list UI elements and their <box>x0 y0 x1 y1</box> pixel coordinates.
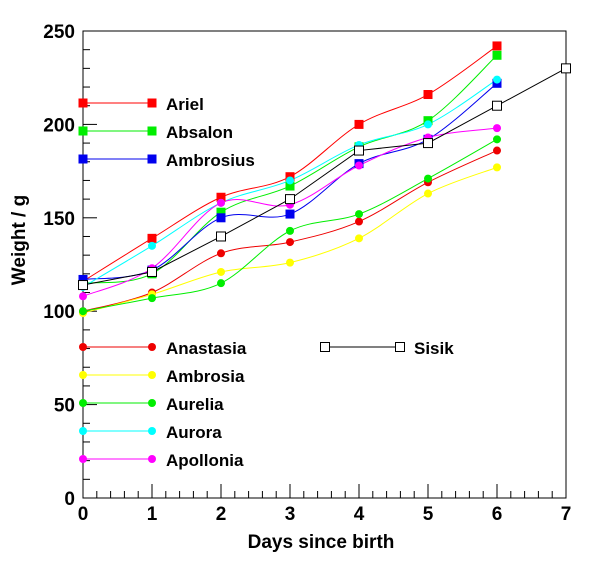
y-axis-label: Weight / g <box>9 195 30 285</box>
data-point-apollonia <box>79 292 87 301</box>
data-point-sisik <box>561 63 571 74</box>
x-tick-label: 0 <box>78 504 89 525</box>
legend-marker-apollonia <box>79 455 87 463</box>
y-tick-label: 200 <box>43 115 75 136</box>
y-tick-label: 150 <box>43 209 75 230</box>
x-axis: 0 1 2 3 4 5 6 7 <box>78 484 572 525</box>
legend-marker-aurora <box>79 427 87 435</box>
legend-marker-absalon <box>78 126 88 136</box>
plot-frame <box>82 30 567 499</box>
data-point-ambrosia <box>493 163 501 172</box>
data-point-aurelia <box>286 226 294 235</box>
legend-label-ambrosia: Ambrosia <box>166 367 245 386</box>
data-point-absalon <box>216 207 226 217</box>
data-point-ambrosius <box>285 209 295 219</box>
data-point-sisik <box>147 266 157 277</box>
y-axis: 0 50 100 150 200 250 <box>43 22 97 510</box>
data-point-ambrosia <box>355 234 363 243</box>
data-point-ariel <box>147 233 157 243</box>
data-point-ambrosius <box>216 213 226 223</box>
data-point-sisik <box>285 194 295 205</box>
legend-marker-aurelia <box>148 399 156 407</box>
data-point-anastasia <box>217 249 225 258</box>
data-point-aurelia <box>355 210 363 219</box>
legend-label-absalon: Absalon <box>166 123 233 142</box>
legend-label-apollonia: Apollonia <box>166 451 244 470</box>
y-tick-label: 0 <box>64 489 75 510</box>
data-point-aurelia <box>424 174 432 183</box>
data-point-aurelia <box>148 294 156 303</box>
legend-marker-anastasia <box>148 343 156 351</box>
x-axis-label: Days since birth <box>248 532 395 553</box>
data-point-aurelia <box>493 135 501 144</box>
legend-label-sisik: Sisik <box>414 339 454 358</box>
data-point-anastasia <box>355 217 363 226</box>
x-tick-label: 6 <box>492 504 503 525</box>
y-tick-label: 50 <box>54 396 75 417</box>
data-point-aurora <box>148 241 156 250</box>
data-point-absalon <box>492 50 502 60</box>
legend-marker-sisik <box>320 342 330 352</box>
x-tick-label: 7 <box>561 504 572 525</box>
data-point-sisik <box>354 145 364 156</box>
legend-marker-ambrosia <box>148 371 156 379</box>
x-tick-label: 4 <box>354 504 365 525</box>
legend-marker-aurelia <box>79 399 87 407</box>
legend-marker-ariel <box>147 98 157 108</box>
data-point-ariel <box>492 41 502 51</box>
data-point-apollonia <box>493 124 501 133</box>
legend-label-ambrosius: Ambrosius <box>166 151 255 170</box>
data-point-aurora <box>493 75 501 84</box>
data-point-sisik <box>78 280 88 291</box>
series-line-sisik <box>82 67 567 286</box>
legend-marker-aurora <box>148 427 156 435</box>
data-point-ambrosia <box>286 258 294 267</box>
data-point-sisik <box>423 138 433 149</box>
legend: Ariel Absalon Ambrosius Anastasia Ambrosia Au… <box>78 95 454 470</box>
legend-marker-apollonia <box>148 455 156 463</box>
legend-marker-sisik <box>395 342 405 352</box>
series-line-aurelia <box>82 138 498 312</box>
series-line-absalon <box>82 54 498 284</box>
legend-marker-ariel <box>78 98 88 108</box>
legend-label-anastasia: Anastasia <box>166 339 247 358</box>
data-point-ambrosia <box>424 189 432 198</box>
data-point-apollonia <box>355 161 363 170</box>
legend-marker-ambrosius <box>147 154 157 164</box>
data-point-sisik <box>492 100 502 111</box>
legend-marker-ambrosius <box>78 154 88 164</box>
y-tick-label: 100 <box>43 302 75 323</box>
legend-marker-anastasia <box>79 343 87 351</box>
legend-label-aurelia: Aurelia <box>166 395 224 414</box>
legend-label-ariel: Ariel <box>166 95 204 114</box>
data-point-ambrosius <box>78 274 88 284</box>
data-point-anastasia <box>493 146 501 155</box>
x-tick-label: 2 <box>216 504 227 525</box>
data-point-sisik <box>216 231 226 242</box>
data-point-aurelia <box>217 279 225 288</box>
series-markers <box>78 41 571 318</box>
data-point-ambrosia <box>217 267 225 276</box>
data-point-apollonia <box>217 198 225 207</box>
x-tick-label: 5 <box>423 504 434 525</box>
legend-label-aurora: Aurora <box>166 423 222 442</box>
data-point-absalon <box>285 181 295 191</box>
data-point-aurora <box>286 176 294 185</box>
data-point-ariel <box>423 90 433 100</box>
data-point-aurora <box>424 120 432 129</box>
legend-marker-absalon <box>147 126 157 136</box>
legend-marker-ambrosia <box>79 371 87 379</box>
x-tick-label: 1 <box>147 504 158 525</box>
x-tick-label: 3 <box>285 504 296 525</box>
data-point-aurelia <box>79 307 87 316</box>
y-tick-label: 250 <box>43 22 75 43</box>
data-point-ariel <box>216 192 226 202</box>
data-point-ariel <box>354 119 364 129</box>
data-point-anastasia <box>286 238 294 247</box>
